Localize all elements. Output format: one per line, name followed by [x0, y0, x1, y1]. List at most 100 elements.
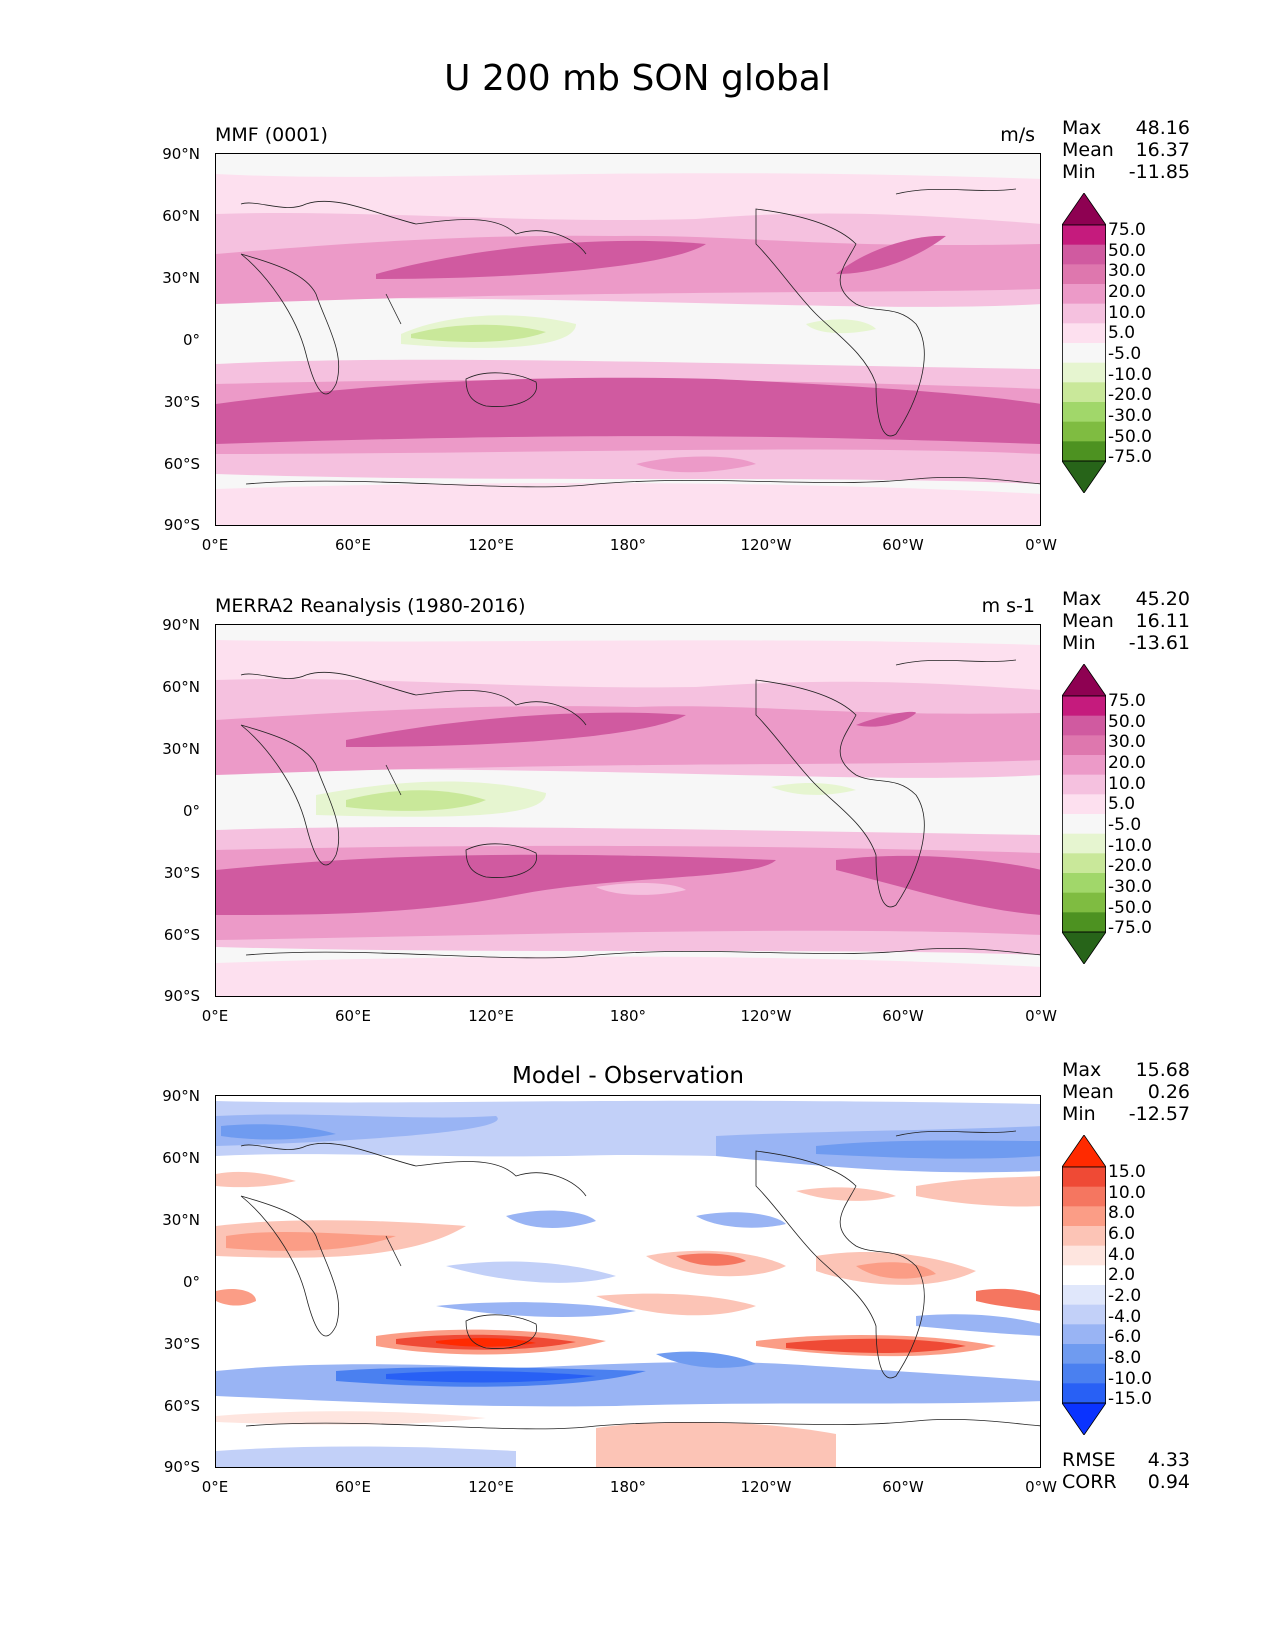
colorbar-cell — [1062, 362, 1106, 383]
colorbar-cell — [1062, 1265, 1106, 1286]
lon-tick-label: 180° — [609, 1478, 647, 1496]
lat-tick-label: 90°N — [162, 616, 200, 634]
lat-tick-label: 30°S — [163, 393, 200, 411]
colorbar-cell — [1062, 892, 1106, 913]
stats-box: Max 45.20 Mean 16.11 Min -13.61 — [1062, 588, 1190, 654]
stat-min: -11.85 — [1128, 161, 1190, 183]
colorbar-cell — [1062, 794, 1106, 815]
colorbar-cell — [1062, 441, 1106, 462]
lon-tick-label: 60°E — [334, 1478, 372, 1496]
colorbar-cell — [1062, 284, 1106, 305]
lon-tick-label: 180° — [609, 536, 647, 554]
colorbar-cell — [1062, 1324, 1106, 1345]
stat-label: Min — [1062, 632, 1096, 654]
colorbar-cell — [1062, 853, 1106, 874]
colorbar-cell — [1062, 715, 1106, 736]
colorbar-label: 75.0 — [1108, 220, 1146, 240]
lat-tick-label: 30°S — [163, 1335, 200, 1353]
colorbar-label: 20.0 — [1108, 753, 1146, 773]
colorbar-swatches — [1061, 663, 1107, 965]
map-contours — [216, 625, 1040, 996]
colorbar-cell — [1062, 1344, 1106, 1365]
map-plot — [215, 153, 1041, 526]
lat-tick-label: 60°S — [163, 1397, 200, 1415]
colorbar-label: -4.0 — [1108, 1307, 1142, 1327]
colorbar-label: 8.0 — [1108, 1203, 1136, 1223]
lat-tick-label: 90°S — [163, 516, 200, 534]
stat-max: 48.16 — [1135, 117, 1190, 139]
colorbar-label: -30.0 — [1108, 406, 1152, 426]
colorbar-cell — [1062, 696, 1106, 717]
lat-tick-label: 60°N — [162, 1149, 200, 1167]
lon-tick-label: 0°W — [1025, 1007, 1057, 1025]
colorbar-cell — [1062, 303, 1106, 324]
colorbar-label: 50.0 — [1108, 241, 1146, 261]
lat-tick-label: 0° — [182, 331, 200, 349]
colorbar-cell — [1062, 382, 1106, 403]
stat-rmse: 4.33 — [1147, 1449, 1190, 1471]
stat-label: Mean — [1062, 1081, 1114, 1103]
stat-label: Mean — [1062, 139, 1114, 161]
panel-title: MERRA2 Reanalysis (1980-2016) — [215, 595, 526, 617]
stat-label: Max — [1062, 1059, 1102, 1081]
lat-tick-label: 0° — [182, 1273, 200, 1291]
stats-box: Max 15.68 Mean 0.26 Min -12.57 — [1062, 1059, 1190, 1125]
colorbar-label: 4.0 — [1108, 1245, 1136, 1265]
colorbar-label: -20.0 — [1108, 385, 1152, 405]
colorbar-extend-max — [1061, 663, 1107, 697]
stat-label: Min — [1062, 1103, 1096, 1125]
stat-corr: 0.94 — [1147, 1471, 1190, 1493]
lon-tick-label: 120°E — [468, 536, 514, 554]
lon-tick-label: 0°W — [1025, 1478, 1057, 1496]
colorbar-label: 2.0 — [1108, 1265, 1136, 1285]
colorbar-label: -8.0 — [1108, 1348, 1142, 1368]
colorbar-cell — [1062, 264, 1106, 285]
lon-tick-label: 0°E — [201, 1478, 229, 1496]
panel-units: m/s — [1000, 124, 1035, 146]
colorbar-label: -75.0 — [1108, 918, 1152, 938]
lat-tick-label: 30°N — [162, 269, 200, 287]
colorbar-cell — [1062, 873, 1106, 894]
fit-stats-box: RMSE 4.33 CORR 0.94 — [1062, 1449, 1190, 1493]
colorbar-cell — [1062, 735, 1106, 756]
lat-tick-label: 60°S — [163, 455, 200, 473]
colorbar-cell — [1062, 1363, 1106, 1384]
stat-label: Max — [1062, 588, 1102, 610]
colorbar-label: 10.0 — [1108, 774, 1146, 794]
colorbar-cell — [1062, 774, 1106, 795]
stat-mean: 16.11 — [1135, 610, 1190, 632]
colorbar-label: 6.0 — [1108, 1224, 1136, 1244]
colorbar-swatches — [1061, 192, 1107, 494]
colorbar-frame — [1062, 1166, 1107, 1404]
stat-min: -13.61 — [1128, 632, 1190, 654]
colorbar-cell — [1062, 1167, 1106, 1188]
colorbar-frame — [1062, 695, 1107, 933]
colorbar-label: -10.0 — [1108, 1369, 1152, 1389]
lat-tick-label: 30°N — [162, 740, 200, 758]
colorbar-extend-max — [1061, 192, 1107, 226]
colorbar-cell — [1062, 912, 1106, 933]
map-contours — [216, 154, 1040, 525]
stat-max: 15.68 — [1135, 1059, 1190, 1081]
colorbar-label: -20.0 — [1108, 856, 1152, 876]
lon-tick-label: 120°W — [740, 1007, 792, 1025]
lon-tick-label: 120°W — [740, 1478, 792, 1496]
lon-tick-label: 60°W — [882, 1007, 924, 1025]
colorbar-label: -10.0 — [1108, 836, 1152, 856]
colorbar-cell — [1062, 323, 1106, 344]
colorbar-label: -10.0 — [1108, 365, 1152, 385]
panel-mmf: MMF (0001) m/s Max 48.16 Mean 16.37 Min -11… — [0, 117, 1275, 590]
stat-mean: 16.37 — [1135, 139, 1190, 161]
lon-tick-label: 0°E — [201, 536, 229, 554]
colorbar-cell — [1062, 814, 1106, 835]
stat-label: CORR — [1062, 1471, 1117, 1493]
colorbar-cell — [1062, 833, 1106, 854]
panel-title: MMF (0001) — [215, 124, 328, 146]
lat-tick-label: 0° — [182, 802, 200, 820]
colorbar — [1061, 1134, 1107, 1439]
panel-title: Model - Observation — [511, 1063, 745, 1089]
stat-max: 45.20 — [1135, 588, 1190, 610]
colorbar-cell — [1062, 755, 1106, 776]
figure-title: U 200 mb SON global — [444, 58, 831, 99]
colorbar-cell — [1062, 1206, 1106, 1227]
